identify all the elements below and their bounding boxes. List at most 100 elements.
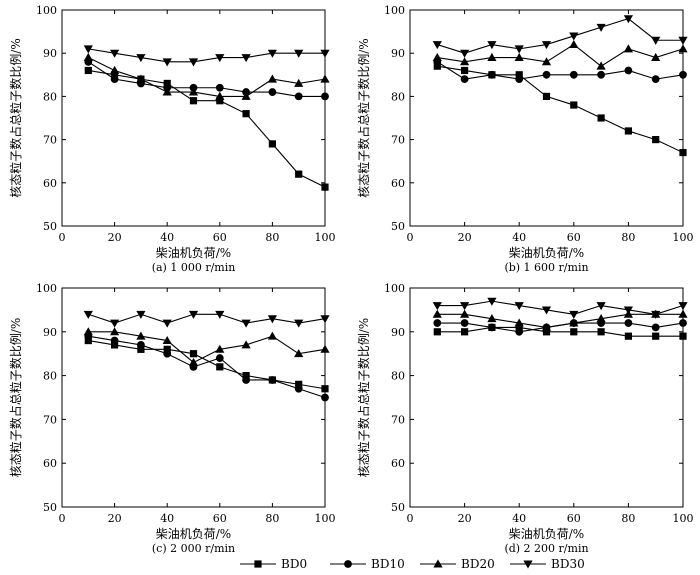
x-axis-label: 柴油机负荷/% <box>509 527 584 541</box>
data-point-bd30 <box>294 49 304 58</box>
data-point-bd30 <box>162 319 172 328</box>
data-point-bd10 <box>110 75 119 84</box>
data-point-bd20 <box>623 44 633 53</box>
y-axis-label: 核态粒子数占总粒子数比例/% <box>356 318 371 477</box>
x-tick-label: 80 <box>621 512 635 525</box>
data-point-bd0 <box>163 79 171 88</box>
y-tick-label: 100 <box>384 4 405 17</box>
data-point-bd10 <box>569 70 578 79</box>
data-point-bd30 <box>83 310 93 319</box>
series-line-bd20 <box>437 43 684 67</box>
series-line-bd30 <box>437 300 684 315</box>
x-tick-label: 0 <box>407 512 414 525</box>
data-point-bd20 <box>136 331 146 340</box>
data-point-bd30 <box>241 54 251 63</box>
series-line-bd30 <box>88 313 326 324</box>
data-point-bd0 <box>111 71 119 79</box>
data-point-bd20 <box>596 314 606 323</box>
series-bd10 <box>433 57 687 84</box>
x-tick-label: 40 <box>160 231 174 244</box>
data-point-bd20 <box>110 65 120 74</box>
x-tick-label: 100 <box>673 231 694 244</box>
series-line-bd30 <box>437 18 683 54</box>
data-point-bd30 <box>651 36 661 45</box>
data-point-bd30 <box>241 319 251 328</box>
y-tick-label: 100 <box>36 4 57 17</box>
x-tick-label: 100 <box>315 231 336 244</box>
data-point-bd30 <box>320 315 330 324</box>
data-point-bd20 <box>678 309 688 318</box>
series-bd30 <box>83 310 330 328</box>
x-tick-label: 40 <box>512 512 526 525</box>
data-point-bd20 <box>320 74 330 83</box>
data-point-bd30 <box>215 310 225 319</box>
data-point-bd20 <box>651 52 661 61</box>
data-point-bd20 <box>514 52 524 61</box>
data-point-bd10 <box>268 88 277 96</box>
x-axis-label: 柴油机负荷/% <box>156 246 231 260</box>
data-point-bd30 <box>460 302 470 311</box>
data-point-bd20 <box>294 349 304 358</box>
series-line-bd0 <box>437 326 683 337</box>
data-point-bd0 <box>84 66 92 75</box>
data-point-bd30 <box>162 58 172 67</box>
x-tick-label: 60 <box>213 231 227 244</box>
chart-panel-4: 50 60 70 80 90 100 0 20 40 60 80 100 柴油机负荷/%(d) 2 20… <box>356 282 694 555</box>
series-line-bd20 <box>88 331 326 364</box>
data-point-bd10 <box>215 83 224 92</box>
data-point-bd30 <box>596 302 606 311</box>
series-bd0 <box>84 66 329 191</box>
y-axis-label: 核态粒子数占总粒子数比例/% <box>8 38 23 197</box>
data-point-bd30 <box>83 45 93 54</box>
legend-label: BD20 <box>461 557 495 571</box>
y-tick-label: 70 <box>391 413 405 426</box>
y-tick-label: 70 <box>391 134 405 147</box>
data-point-bd0 <box>84 336 92 345</box>
data-point-bd0 <box>321 385 329 393</box>
x-tick-label: 60 <box>213 512 227 525</box>
data-point-bd10 <box>242 376 251 384</box>
y-tick-label: 70 <box>43 134 57 147</box>
x-tick-label: 20 <box>108 512 122 525</box>
y-tick-label: 60 <box>43 457 57 470</box>
x-tick-label: 0 <box>59 512 66 525</box>
data-point-bd10 <box>651 323 660 332</box>
x-tick-label: 20 <box>108 231 122 244</box>
data-point-bd10 <box>268 376 277 384</box>
x-axis-label: 柴油机负荷/% <box>509 246 584 260</box>
x-tick-label: 100 <box>315 512 336 525</box>
data-point-bd10 <box>679 319 687 327</box>
data-point-bd10 <box>488 70 496 79</box>
legend-marker <box>523 560 533 569</box>
data-point-bd30 <box>110 319 120 328</box>
data-point-bd30 <box>678 302 688 311</box>
legend-marker <box>344 560 352 568</box>
data-point-bd20 <box>569 318 579 327</box>
data-point-bd20 <box>432 309 442 318</box>
data-point-bd30 <box>514 302 524 311</box>
data-point-bd20 <box>541 322 552 331</box>
data-point-bd20 <box>460 309 470 318</box>
y-tick-label: 50 <box>391 501 405 514</box>
data-point-bd0 <box>433 328 441 336</box>
data-point-bd0 <box>216 97 224 105</box>
data-point-bd20 <box>188 357 199 366</box>
legend-item-bd20: BD20 <box>420 557 495 571</box>
data-point-bd20 <box>162 87 172 96</box>
plot-frame <box>61 9 326 227</box>
data-point-bd20 <box>136 74 146 83</box>
y-axis-label: 核态粒子数占总粒子数比例/% <box>8 318 23 477</box>
series-bd10 <box>433 319 687 336</box>
data-point-bd0 <box>461 66 469 75</box>
data-point-bd20 <box>294 78 304 87</box>
chart-panel-1: 50 60 70 80 90 100 0 20 40 60 80 100 柴油机负荷/%(a) 1 00… <box>8 4 336 274</box>
series-line-bd10 <box>88 335 326 399</box>
data-point-bd30 <box>541 306 552 315</box>
data-point-bd30 <box>188 310 199 319</box>
y-tick-label: 90 <box>391 326 405 339</box>
data-point-bd0 <box>624 127 632 135</box>
series-line-bd10 <box>87 61 325 97</box>
data-point-bd20 <box>110 327 120 336</box>
series-bd20 <box>83 52 330 100</box>
data-point-bd10 <box>163 349 172 358</box>
